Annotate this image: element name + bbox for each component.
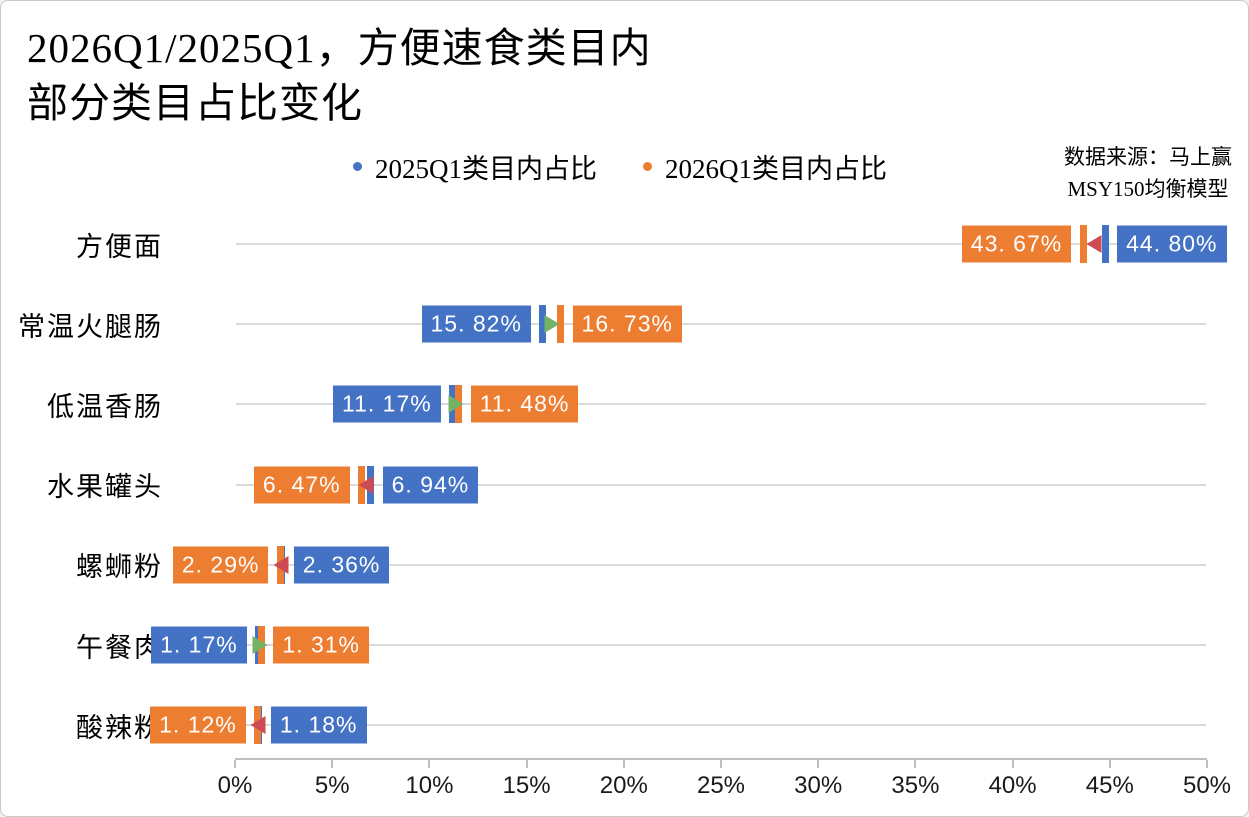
category-label: 酸辣粉 — [76, 712, 163, 743]
value-box-2026q1: 43. 67% — [961, 225, 1072, 263]
chart-row: 1. 17% 1. 31% — [151, 605, 1206, 685]
x-axis-tick-label: 40% — [988, 772, 1037, 799]
legend-dot-icon — [353, 162, 362, 171]
chart-row: 43. 67% 44. 80% — [236, 204, 1227, 284]
chart-title: 2026Q1/2025Q1，方便速食类目内 部分类目占比变化 — [27, 21, 652, 131]
x-axis-tick-mark — [914, 760, 917, 768]
chart-title-line1: 2026Q1/2025Q1，方便速食类目内 — [27, 25, 652, 71]
value-box-2026q1: 16. 73% — [572, 305, 682, 343]
x-axis-tick-label: 15% — [502, 772, 551, 799]
x-axis-tick-mark — [331, 760, 334, 768]
category-label: 常温火腿肠 — [18, 311, 163, 342]
marker-2026q1 — [1079, 225, 1087, 264]
category-label: 午餐肉 — [76, 632, 163, 663]
value-box-2026q1: 1. 31% — [273, 626, 370, 664]
legend-item-2026q1: 2026Q1类目内占比 — [643, 147, 887, 186]
x-axis: 0% 5% 10% 15% 20% 25% 30% 35% 40% 45% 50% — [218, 758, 1231, 816]
value-box-2025q1: 1. 17% — [151, 626, 247, 664]
chart-row: 2. 29% 2. 36% — [172, 525, 1206, 605]
marker-2025q1 — [539, 305, 547, 344]
value-box-2025q1: 1. 18% — [270, 706, 367, 744]
legend-label: 2026Q1类目内占比 — [665, 154, 887, 184]
value-box-2025q1: 11. 17% — [333, 385, 441, 423]
value-box-2026q1: 11. 48% — [470, 385, 579, 423]
change-arrow-decrease — [358, 475, 374, 494]
chart-row: 6. 47% 6. 94% — [236, 445, 1206, 525]
row-gridline — [236, 644, 1206, 647]
change-arrow-decrease — [250, 716, 266, 735]
x-axis-line — [235, 758, 1207, 760]
row-gridline — [236, 323, 1206, 326]
x-axis-tick-mark — [1011, 760, 1014, 768]
data-source-line1: 数据来源：马上赢 — [1064, 145, 1232, 169]
x-axis-tick-label: 25% — [696, 772, 746, 799]
x-axis-tick-mark — [1206, 760, 1208, 768]
legend: 2025Q1类目内占比 2026Q1类目内占比 — [353, 147, 887, 186]
change-arrow-increase — [448, 395, 464, 414]
legend-label: 2025Q1类目内占比 — [375, 154, 597, 184]
value-box-2025q1: 44. 80% — [1117, 225, 1227, 263]
chart-row: 11. 17% 11. 48% — [236, 364, 1206, 444]
chart-title-line2: 部分类目占比变化 — [27, 80, 363, 126]
x-axis-tick-label: 0% — [217, 772, 253, 799]
category-label: 低温香肠 — [47, 391, 163, 422]
x-axis-tick-label: 10% — [405, 772, 454, 799]
row-gridline — [236, 563, 1206, 566]
change-arrow-increase — [252, 636, 268, 655]
plot-rows: 43. 67% 44. 80% 15. 82% 16. 73% 11. 17% 11. 4… — [150, 204, 1227, 766]
x-axis-tick-mark — [525, 760, 528, 768]
x-axis-tick-mark — [1108, 760, 1111, 768]
change-arrow-decrease — [1086, 235, 1102, 254]
value-box-2026q1: 1. 12% — [150, 706, 246, 744]
value-box-2025q1: 2. 36% — [293, 546, 390, 584]
data-source-note: 数据来源：马上赢 MSY150均衡模型 — [1064, 141, 1232, 205]
x-axis-tick-label: 35% — [891, 772, 940, 799]
x-axis-tick-mark — [720, 760, 722, 768]
row-gridline — [236, 403, 1206, 406]
row-gridline — [236, 483, 1206, 486]
change-arrow-increase — [544, 315, 560, 334]
category-label: 水果罐头 — [47, 472, 163, 503]
x-axis-tick-mark — [817, 760, 820, 768]
x-axis-tick-label: 50% — [1182, 772, 1232, 799]
chart-row: 15. 82% 16. 73% — [236, 284, 1206, 364]
x-axis-tick-label: 30% — [794, 772, 843, 799]
x-axis-tick-mark — [622, 760, 625, 768]
legend-dot-icon — [643, 162, 652, 171]
value-box-2026q1: 2. 29% — [172, 546, 269, 584]
row-gridline — [236, 724, 1206, 727]
value-box-2026q1: 6. 47% — [253, 466, 350, 504]
chart-row: 1. 12% 1. 18% — [150, 685, 1206, 765]
change-arrow-decrease — [273, 555, 289, 574]
data-source-line2: MSY150均衡模型 — [1067, 177, 1229, 201]
category-label: 方便面 — [76, 231, 163, 262]
marker-2025q1 — [1101, 225, 1109, 264]
x-axis-tick-mark — [428, 760, 431, 768]
row-gridline — [236, 243, 1206, 246]
legend-item-2025q1: 2025Q1类目内占比 — [353, 147, 597, 186]
x-axis-tick-label: 5% — [314, 772, 350, 799]
x-axis-tick-label: 20% — [599, 772, 648, 799]
x-axis-tick-mark — [234, 760, 236, 768]
category-axis: 方便面常温火腿肠低温香肠水果罐头螺蛳粉午餐肉酸辣粉 — [1, 204, 163, 765]
category-label: 螺蛳粉 — [76, 552, 163, 583]
x-axis-tick-label: 45% — [1085, 772, 1134, 799]
value-box-2025q1: 15. 82% — [421, 305, 531, 343]
value-box-2025q1: 6. 94% — [382, 466, 479, 504]
marker-2026q1 — [557, 305, 565, 344]
